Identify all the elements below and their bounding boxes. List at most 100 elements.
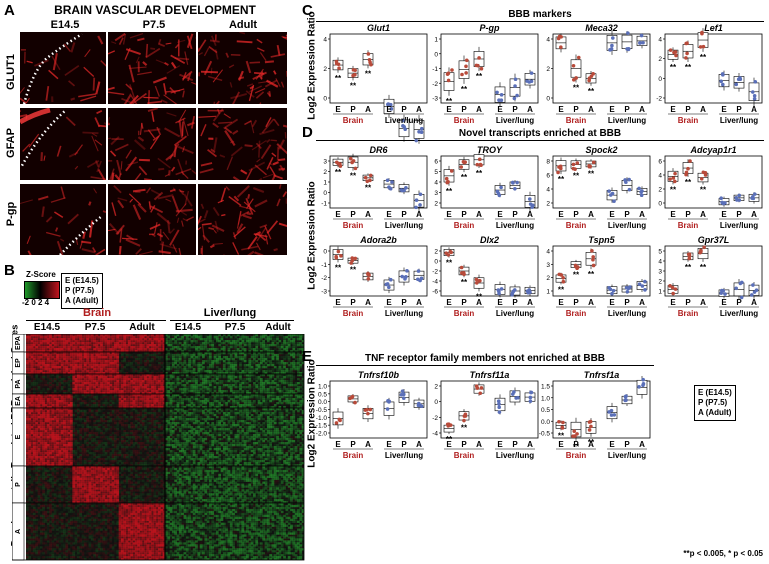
tick-label: 1 [546,289,550,296]
box-e-liver [383,178,395,191]
significance-stars: ** [700,53,707,62]
x-category: P [624,105,630,114]
tick-label: 0 [658,201,662,208]
x-category: E [386,440,392,449]
x-category: E [670,105,676,114]
x-category: A [365,298,371,307]
x-category: P [401,105,407,114]
x-category: P [685,298,691,307]
tick-label: 0 [323,96,327,103]
x-category: E [386,298,392,307]
x-category: E [386,210,392,219]
significance-stars: ** [558,175,565,184]
significance-stars: ** [446,187,453,196]
x-category: A [365,210,371,219]
x-category: A [527,210,533,219]
tick-label: 8 [546,159,550,166]
micrograph-2-0 [20,184,106,255]
x-category: A [416,210,422,219]
tick-label: 1 [323,180,327,187]
box-p-brain: ** [570,259,582,279]
box-a-liver [636,279,648,293]
heatmap-rowgroup-pa: PA [15,379,22,388]
tick-label: 1 [434,37,438,44]
tick-label: 2 [546,201,550,208]
box-p-brain: ** [458,264,470,287]
tick-label: 6 [546,173,550,180]
tick-label: 0 [434,399,438,406]
heatmap-col-5: P7.5 [224,322,246,333]
tick-label: 4 [546,187,550,194]
tick-label: 2 [323,169,327,176]
tick-label: 0.5 [541,407,550,414]
box-a-liver [636,376,648,399]
x-category: P [624,440,630,449]
box-p-liver [733,73,745,92]
group-label-liver: Liver/lung [720,116,758,125]
x-category: A [639,298,645,307]
group-label-brain: Brain [566,309,587,318]
box-p-liver [621,284,633,294]
tick-label: 4 [658,259,662,266]
tick-label: 5 [658,249,662,256]
heatmap-col-2: P7.5 [84,322,106,333]
x-category: A [639,105,645,114]
box-a-brain [473,382,485,396]
x-category: A [527,298,533,307]
tick-label: 2 [658,187,662,194]
box-p-liver [733,193,745,203]
group-label-brain: Brain [678,116,699,125]
x-category: P [624,210,630,219]
x-category: A [700,210,706,219]
box-e-liver [718,287,730,299]
x-category: P [350,298,356,307]
significance-stars: ** [350,266,357,275]
heatmap-rowgroup-ep: EP [15,358,22,368]
tick-label: 2 [434,201,438,208]
group-label-brain: Brain [678,221,699,230]
box-a-brain: ** [585,159,597,179]
tick-label: -2 [432,81,438,88]
x-category: E [721,105,727,114]
box-a-liver [413,115,425,144]
x-category: E [446,105,452,114]
box-a-brain: ** [473,46,485,81]
tick-label: 1.0 [318,384,327,391]
x-category: P [461,440,467,449]
box-e-brain: ** [667,168,679,194]
panel-b-label: B [4,262,15,279]
box-e-brain: ** [443,165,455,196]
heatmap-rowgroup-p: P [15,482,22,487]
tick-label: -3 [432,96,438,103]
tick-label: -0.5 [539,431,551,438]
tick-label: 3 [658,269,662,276]
group-label-liver: Liver/lung [385,309,423,318]
x-category: A [700,105,706,114]
group-label-brain: Brain [566,116,587,125]
tick-label: 4 [658,173,662,180]
box-e-brain: ** [443,247,455,268]
panel-e-legend: E (E14.5) P (P7.5) A (Adult) [694,385,736,421]
tick-label: 1.0 [541,395,550,402]
x-category: E [558,210,564,219]
micrograph-0-1 [108,32,196,104]
significance-stars: ** [670,185,677,194]
significance-stars: ** [700,186,707,195]
x-category: A [751,105,757,114]
tick-label: 2 [658,56,662,63]
box-e-liver [494,182,506,198]
micrograph-1-1 [108,108,196,180]
x-category: A [751,210,757,219]
x-category: P [512,440,518,449]
zscore-colorbar [24,281,60,299]
x-category: A [476,105,482,114]
group-label-liver: Liver/lung [608,309,646,318]
box-p-brain: ** [682,250,694,272]
heatmap-col-4: E14.5 [174,322,202,333]
significance-stars: ** [365,183,372,192]
box-a-liver [413,397,425,410]
x-category: E [446,210,452,219]
